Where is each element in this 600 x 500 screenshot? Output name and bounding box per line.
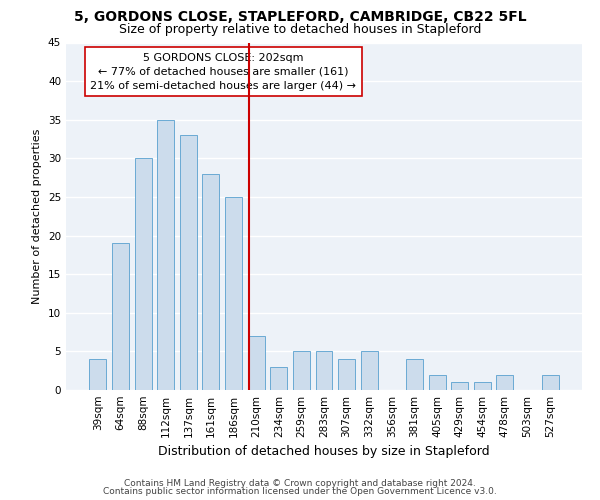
- Bar: [180, 135, 197, 390]
- Text: Size of property relative to detached houses in Stapleford: Size of property relative to detached ho…: [119, 22, 481, 36]
- Bar: [451, 382, 468, 390]
- Bar: [406, 359, 423, 390]
- Bar: [202, 174, 220, 390]
- Bar: [271, 367, 287, 390]
- Bar: [542, 374, 559, 390]
- Bar: [248, 336, 265, 390]
- Bar: [496, 374, 514, 390]
- Text: Contains HM Land Registry data © Crown copyright and database right 2024.: Contains HM Land Registry data © Crown c…: [124, 478, 476, 488]
- Bar: [89, 359, 106, 390]
- Bar: [157, 120, 174, 390]
- Text: 5 GORDONS CLOSE: 202sqm
← 77% of detached houses are smaller (161)
21% of semi-d: 5 GORDONS CLOSE: 202sqm ← 77% of detache…: [91, 53, 356, 91]
- Bar: [225, 197, 242, 390]
- Text: 5, GORDONS CLOSE, STAPLEFORD, CAMBRIDGE, CB22 5FL: 5, GORDONS CLOSE, STAPLEFORD, CAMBRIDGE,…: [74, 10, 526, 24]
- Y-axis label: Number of detached properties: Number of detached properties: [32, 128, 43, 304]
- Bar: [338, 359, 355, 390]
- Bar: [316, 352, 332, 390]
- Bar: [428, 374, 446, 390]
- Bar: [361, 352, 377, 390]
- Text: Contains public sector information licensed under the Open Government Licence v3: Contains public sector information licen…: [103, 487, 497, 496]
- Bar: [293, 352, 310, 390]
- Bar: [134, 158, 152, 390]
- X-axis label: Distribution of detached houses by size in Stapleford: Distribution of detached houses by size …: [158, 446, 490, 458]
- Bar: [474, 382, 491, 390]
- Bar: [112, 244, 129, 390]
